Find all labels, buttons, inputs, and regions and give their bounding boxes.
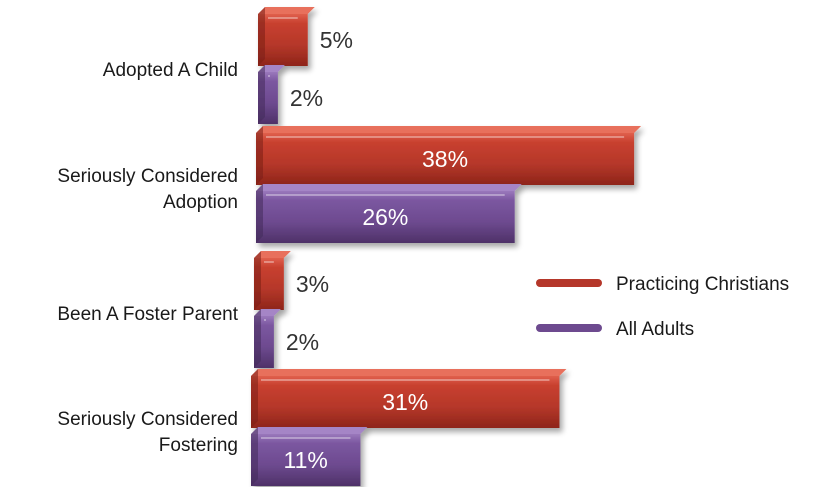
value-label-practicing-christians-seriously-considered-adoption: 38% [422, 146, 468, 172]
category-label-been-a-foster-parent: Been A Foster Parent [57, 304, 238, 325]
legend-item-all-adults: All Adults [536, 319, 694, 340]
legend: Practicing Christians All Adults [536, 274, 789, 340]
bar-side [251, 427, 258, 486]
bar-side [258, 65, 265, 124]
category-label-adopted-a-child: Adopted A Child [103, 60, 238, 81]
bar-face [256, 133, 635, 185]
bar-all-adults-adopted-a-child [258, 65, 285, 124]
bar-top [258, 7, 315, 14]
value-label-practicing-christians-adopted-a-child: 5% [320, 27, 353, 53]
bar-top [256, 184, 522, 191]
bar-side [256, 184, 263, 243]
bar-top [251, 369, 567, 376]
bar-top [251, 427, 368, 434]
bar-top [256, 126, 642, 133]
legend-label: Practicing Christians [616, 274, 789, 295]
bar-face [251, 376, 560, 428]
bar-top [254, 251, 291, 258]
bar-face [251, 434, 361, 486]
bar-highlight [264, 261, 274, 263]
value-label-all-adults-been-a-foster-parent: 2% [286, 329, 319, 355]
bar-highlight [264, 319, 266, 321]
bar-highlight [261, 437, 351, 439]
bar-highlight [266, 194, 505, 196]
legend-label: All Adults [616, 319, 694, 340]
category-label-seriously-considered-adoption: Seriously Considered Adoption [57, 166, 238, 213]
bar-highlight [268, 17, 298, 19]
bar-all-adults-seriously-considered-adoption [256, 184, 522, 243]
bar-all-adults-been-a-foster-parent [254, 309, 281, 368]
bar-highlight [266, 136, 625, 138]
bar-practicing-christians-seriously-considered-fostering [251, 369, 567, 428]
bar-face [256, 191, 515, 243]
bar-practicing-christians-seriously-considered-adoption [256, 126, 642, 185]
bar-practicing-christians-adopted-a-child [258, 7, 315, 66]
bar-practicing-christians-been-a-foster-parent [254, 251, 291, 310]
value-label-all-adults-seriously-considered-adoption: 26% [362, 204, 408, 230]
bar-side [254, 309, 261, 368]
bar-side [256, 126, 263, 185]
bar-all-adults-seriously-considered-fostering [251, 427, 368, 486]
legend-item-practicing-christians: Practicing Christians [536, 274, 789, 295]
category-label-seriously-considered-fostering: Seriously Considered Fostering [57, 409, 238, 456]
bar-face [258, 14, 308, 66]
value-label-all-adults-adopted-a-child: 2% [290, 85, 323, 111]
value-label-all-adults-seriously-considered-fostering: 11% [284, 447, 328, 473]
bar-side [258, 7, 265, 66]
bar-highlight [268, 75, 270, 77]
bar-side [254, 251, 261, 310]
bars: 5% 2% 38% 26% 3% 2% 31% 11% [251, 7, 642, 486]
category-labels: Adopted A Child Seriously Considered Adopt… [57, 60, 238, 456]
bar-highlight [261, 379, 550, 381]
value-label-practicing-christians-been-a-foster-parent: 3% [296, 271, 329, 297]
bar-side [251, 369, 258, 428]
value-label-practicing-christians-seriously-considered-fostering: 31% [382, 389, 428, 415]
